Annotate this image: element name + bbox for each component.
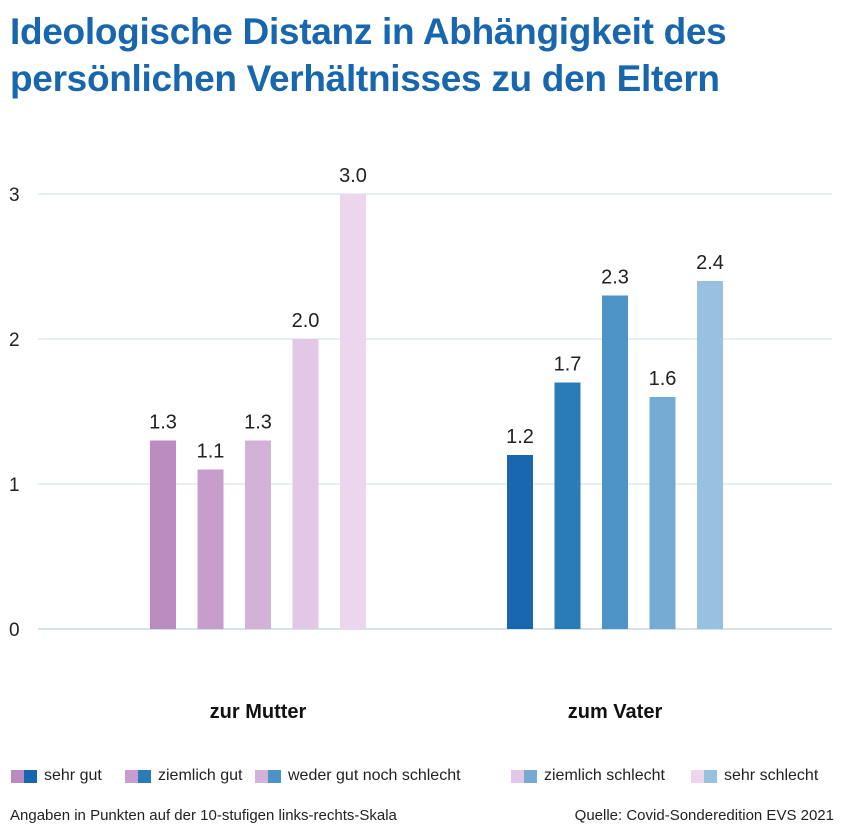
legend-item: weder gut noch schlecht [255, 765, 461, 787]
data-label: 1.1 [197, 441, 225, 463]
legend-swatch-vater [704, 769, 717, 783]
legend-swatch-mutter [11, 769, 24, 783]
data-label: 1.2 [506, 426, 534, 448]
legend: sehr gut ziemlich gut weder gut noch schle… [11, 765, 841, 787]
bar [649, 397, 676, 629]
legend-swatch-mutter [125, 769, 138, 783]
bar [697, 281, 723, 629]
footnote: Angaben in Punkten auf der 10-stufigen l… [10, 807, 397, 824]
bar-chart: 0 1 2 3 1.3 1.1 1.3 2.0 3.0 zur Mutter 1.2 1.7 2.3 1.… [9, 165, 832, 723]
data-label: 1.7 [554, 354, 582, 376]
data-label: 2.3 [601, 267, 629, 289]
data-label: 1.3 [149, 412, 177, 434]
legend-label: ziemlich gut [158, 767, 243, 784]
bar [507, 455, 533, 629]
chart-title: Ideologische Distanz in Abhängigkeit des… [10, 11, 727, 99]
y-tick-label: 1 [9, 475, 20, 496]
legend-swatch-vater [268, 769, 281, 783]
bar [554, 382, 581, 629]
y-tick-label: 2 [9, 330, 20, 351]
bar [245, 440, 271, 629]
data-label: 2.4 [696, 252, 724, 274]
legend-item: sehr gut [11, 765, 102, 787]
bar [602, 295, 628, 629]
legend-label: weder gut noch schlecht [288, 767, 461, 784]
legend-swatch-mutter [691, 769, 704, 783]
bar [150, 440, 176, 629]
category-label: zur Mutter [210, 701, 307, 723]
legend-swatch-vater [524, 769, 537, 783]
bar [340, 194, 366, 629]
category-label: zum Vater [568, 701, 663, 723]
bar [292, 339, 319, 629]
legend-swatch-mutter [511, 769, 524, 783]
y-tick-label: 0 [9, 620, 20, 641]
legend-item: ziemlich schlecht [511, 765, 665, 787]
legend-item: sehr schlecht [691, 765, 818, 787]
bar [197, 469, 224, 629]
data-label: 1.6 [649, 368, 677, 390]
legend-item: ziemlich gut [125, 765, 242, 787]
legend-swatch-mutter [255, 769, 268, 783]
y-tick-label: 3 [9, 185, 20, 206]
data-label: 1.3 [244, 412, 272, 434]
data-label: 2.0 [292, 310, 320, 332]
data-label: 3.0 [339, 165, 367, 187]
legend-swatch-vater [138, 769, 151, 783]
legend-label: sehr gut [44, 767, 102, 784]
source-note: Quelle: Covid-Sonderedition EVS 2021 [574, 807, 834, 824]
legend-label: ziemlich schlecht [544, 767, 665, 784]
legend-label: sehr schlecht [724, 767, 819, 784]
legend-swatch-vater [24, 769, 37, 783]
